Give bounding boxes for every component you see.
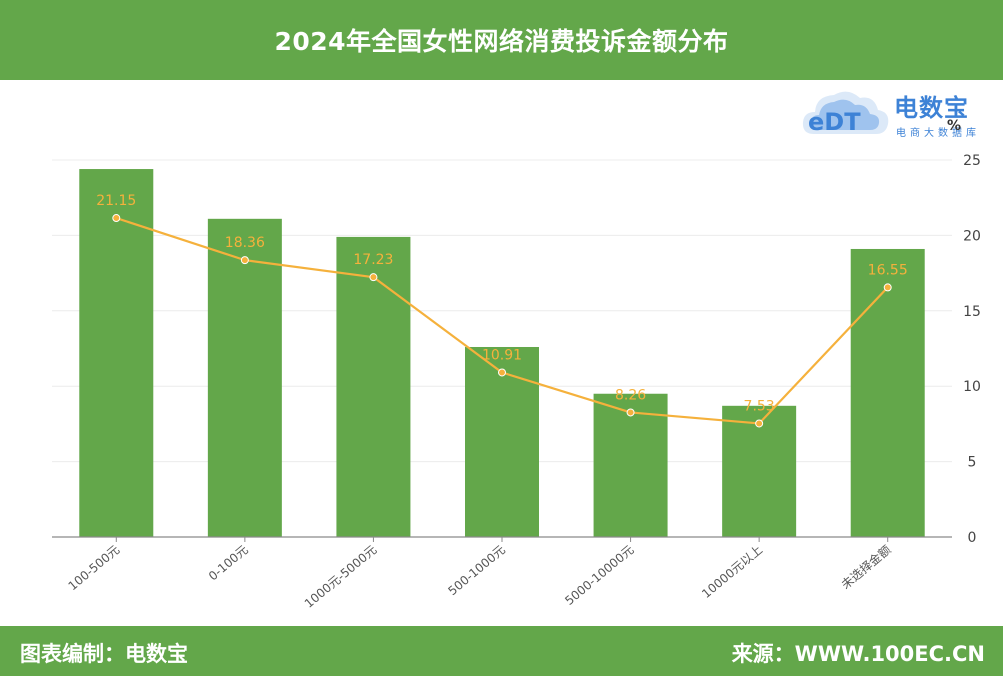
logo-subtitle: 电商大数据库 bbox=[896, 128, 980, 139]
bar bbox=[207, 218, 282, 537]
bar bbox=[336, 236, 411, 537]
footer-bar: 图表编制：电数宝 来源：WWW.100EC.CN bbox=[0, 626, 1003, 676]
line-data-label: 18.36 bbox=[225, 235, 265, 251]
y-tick-label: 0 bbox=[968, 530, 977, 546]
chart-title: 2024年全国女性网络消费投诉金额分布 bbox=[274, 27, 729, 56]
bar bbox=[79, 169, 154, 537]
x-tick-label: 10000元以上 bbox=[699, 543, 765, 601]
bar-line-chart: 21.15 18.36 17.23 10.91 8.26 7.53 16.55 0 5 10 15… bbox=[52, 153, 981, 611]
line-point bbox=[755, 419, 764, 428]
footer-credit: 图表编制：电数宝 bbox=[20, 642, 188, 666]
label-layer: 21.15 18.36 17.23 10.91 8.26 7.53 16.55 bbox=[96, 193, 908, 414]
line-data-label: 21.15 bbox=[96, 193, 136, 209]
y-tick-label: 5 bbox=[968, 455, 977, 471]
line-data-label: 16.55 bbox=[868, 262, 908, 278]
line-point bbox=[498, 368, 506, 377]
line-data-label: 10.91 bbox=[482, 347, 522, 363]
bar bbox=[850, 248, 925, 538]
footer-source: 来源：WWW.100EC.CN bbox=[731, 642, 985, 666]
x-tick-label: 未选择金额 bbox=[838, 542, 894, 592]
y-tick-label: 25 bbox=[963, 153, 981, 169]
edt-logo: eDT 电数宝 电商大数据库 bbox=[800, 84, 1000, 144]
bar-layer bbox=[79, 169, 925, 538]
line-data-label: 7.53 bbox=[744, 398, 775, 414]
bar bbox=[722, 405, 797, 537]
x-tick-label: 0-100元 bbox=[206, 543, 251, 584]
line-layer bbox=[112, 214, 892, 428]
logo-brand: 电数宝 bbox=[894, 94, 969, 122]
x-tick-label: 500-1000元 bbox=[445, 543, 507, 599]
y-tick-label: 10 bbox=[963, 379, 981, 395]
line-point bbox=[240, 256, 249, 265]
cloud-logo-icon: eDT bbox=[802, 91, 889, 136]
line-data-label: 8.26 bbox=[615, 387, 646, 403]
y-axis-unit: % bbox=[947, 118, 962, 134]
logo-mark: eDT bbox=[808, 108, 861, 136]
bar bbox=[593, 393, 668, 537]
y-tick-label: 15 bbox=[963, 304, 981, 320]
line-point bbox=[369, 273, 378, 282]
chart-title-bar: 2024年全国女性网络消费投诉金额分布 bbox=[0, 0, 1003, 80]
x-tick-label: 1000元-5000元 bbox=[302, 543, 380, 611]
line-point bbox=[112, 214, 121, 223]
y-tick-label: 20 bbox=[963, 228, 981, 244]
x-tick-label: 100-500元 bbox=[66, 543, 123, 594]
x-tick-label: 5000-10000元 bbox=[562, 543, 636, 608]
line-data-label: 17.23 bbox=[353, 252, 393, 268]
line-point bbox=[883, 283, 892, 292]
line-point bbox=[626, 408, 635, 417]
bar bbox=[465, 346, 539, 537]
